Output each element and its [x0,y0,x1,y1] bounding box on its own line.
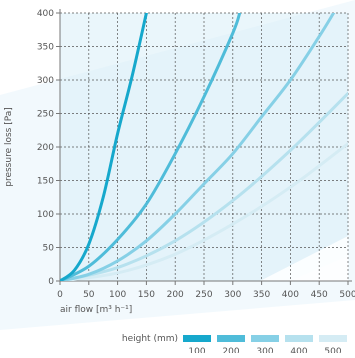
x-tick-label: 100 [109,290,126,300]
series-line-300 [60,13,336,281]
series-lines [60,13,348,281]
legend-swatch-300 [251,335,279,342]
legend-label: 100 [188,347,205,353]
legend: height (mm) 100 200 300 400 500 [122,334,347,357]
y-tick-label: 400 [37,9,54,19]
x-tick-label: 0 [57,290,63,300]
y-tick-label: 250 [37,110,54,120]
y-tick-label: 300 [37,76,54,86]
x-tick-label: 500 [339,290,355,300]
axes [56,9,352,285]
x-tick-label: 50 [83,290,95,300]
x-tick-label: 300 [224,290,241,300]
y-axis-title: pressure loss [Pa] [4,107,14,187]
y-tick-label: 150 [37,177,54,187]
legend-swatch-400 [285,335,313,342]
legend-label: 300 [256,347,273,353]
legend-label: 400 [290,347,307,353]
series-line-500 [60,142,348,281]
x-tick-label: 350 [253,290,270,300]
legend-label: 500 [324,347,341,353]
x-tick-label: 150 [138,290,155,300]
series-line-400 [60,91,348,281]
legend-label: 200 [222,347,239,353]
y-tick-label: 100 [37,210,54,220]
legend-swatch-100 [183,335,211,342]
y-tick-label: 200 [37,143,54,153]
series-line-200 [60,13,242,281]
x-tick-label: 250 [195,290,212,300]
y-tick-label: 350 [37,43,54,53]
tick-labels: 0 50 100 150 200 250 300 350 400 0 50 100 150 200 250 3… [37,9,355,300]
x-tick-label: 400 [282,290,299,300]
legend-swatch-500 [319,335,347,342]
legend-swatch-200 [217,335,245,342]
x-tick-label: 200 [167,290,184,300]
series-line-100 [60,13,148,281]
legend-title: height (mm) [122,334,178,344]
x-tick-label: 450 [311,290,328,300]
y-tick-label: 0 [48,277,54,287]
x-axis-title: air flow [m³ h⁻¹] [60,305,132,315]
y-tick-label: 50 [43,244,55,254]
